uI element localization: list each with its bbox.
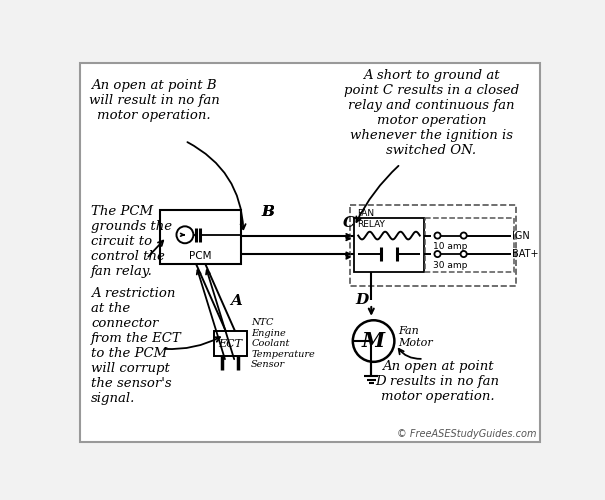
Text: A: A	[231, 294, 243, 308]
Text: An open at point
D results in no fan
motor operation.: An open at point D results in no fan mot…	[376, 360, 500, 404]
Text: PCM: PCM	[189, 251, 212, 261]
Text: Fan
Motor: Fan Motor	[398, 326, 433, 348]
Text: A restriction
at the
connector
from the ECT
to the PCM
will corrupt
the sensor's: A restriction at the connector from the …	[91, 287, 182, 405]
Text: B: B	[261, 206, 275, 220]
Text: BAT+: BAT+	[512, 249, 538, 259]
Text: M: M	[362, 331, 385, 351]
Text: An open at point B
will result in no fan
motor operation.: An open at point B will result in no fan…	[89, 79, 220, 122]
Text: IGN: IGN	[512, 230, 530, 240]
Bar	[350, 205, 516, 286]
Text: FAN
RELAY: FAN RELAY	[356, 210, 385, 229]
Bar	[425, 218, 514, 272]
Bar	[214, 331, 247, 356]
Text: The PCM
grounds the
circuit to
control the
fan relay.: The PCM grounds the circuit to control t…	[91, 205, 172, 278]
Text: B: B	[261, 206, 275, 220]
Text: A short to ground at
point C results in a closed
relay and continuous fan
motor : A short to ground at point C results in …	[344, 69, 519, 157]
Text: © FreeASEStudyGuides.com: © FreeASEStudyGuides.com	[396, 429, 536, 439]
Bar	[355, 218, 424, 272]
Text: C: C	[343, 216, 355, 230]
Text: ECT: ECT	[218, 338, 243, 348]
Text: 10 amp: 10 amp	[433, 242, 468, 252]
Text: D: D	[355, 293, 368, 307]
Text: 30 amp: 30 amp	[433, 261, 468, 270]
Text: NTC
Engine
Coolant
Temperature
Sensor: NTC Engine Coolant Temperature Sensor	[251, 318, 315, 369]
Bar	[160, 210, 241, 264]
